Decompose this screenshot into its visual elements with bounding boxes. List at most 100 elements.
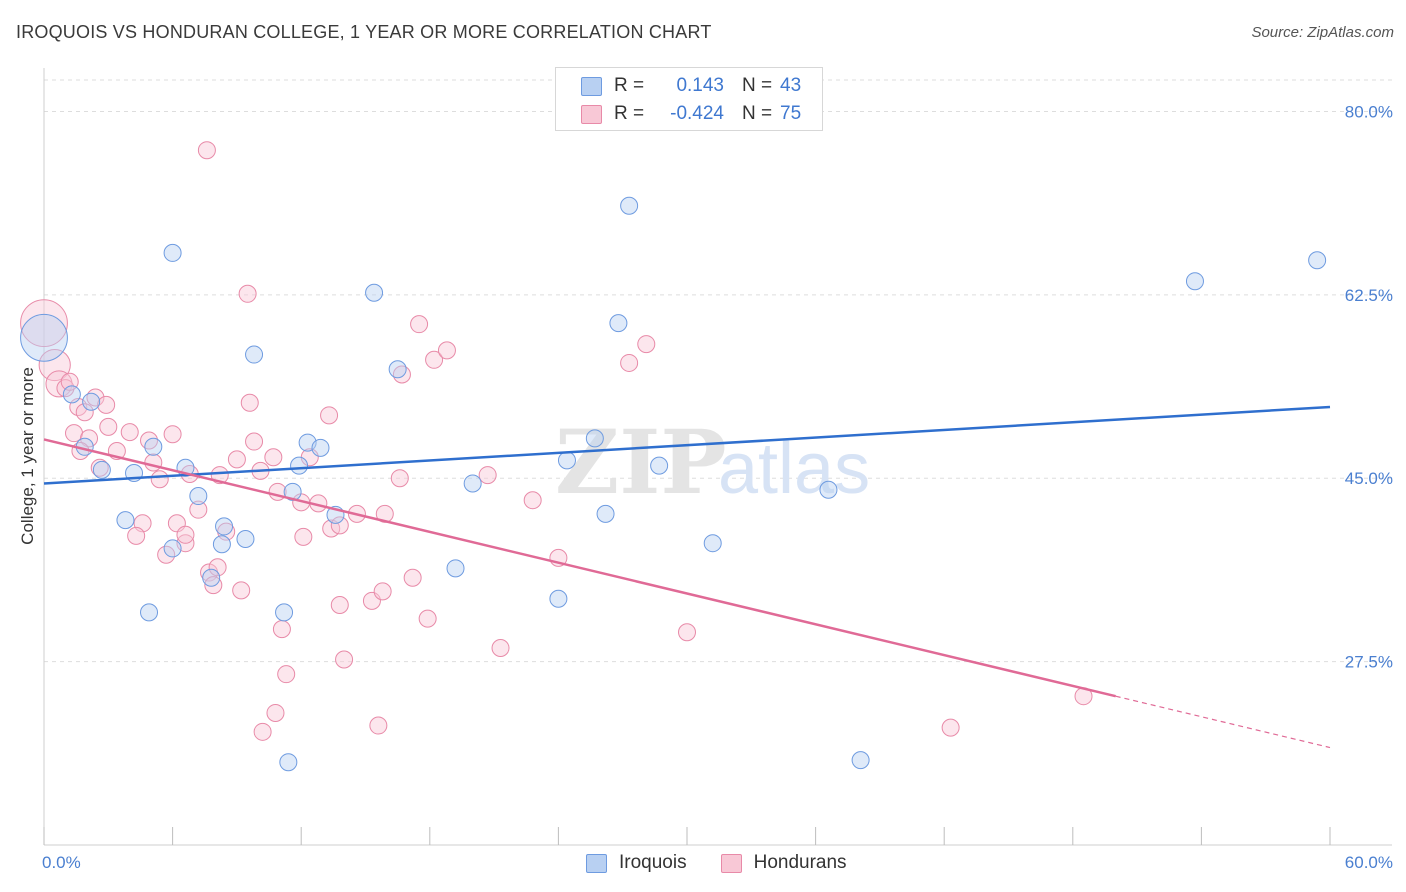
iroquois-point [585,429,604,448]
legend-row-iroquois: R = 0.143 N = 43 [556,74,801,98]
gridlines [44,79,1392,663]
honduran-point [99,417,118,436]
honduran-point [266,703,285,722]
iroquois-points [20,196,1327,772]
honduran-point [330,516,349,535]
iroquois-trend-line [43,405,1331,485]
honduran-point [45,370,73,398]
hondurans-swatch [581,104,602,124]
iroquois-point [365,283,384,302]
iroquois-point [446,559,465,578]
hondurans-legend-label: Hondurans [753,852,847,873]
honduran-point [144,453,163,472]
honduran-point [65,424,84,443]
trend-lines [43,405,1331,749]
iroquois-point [62,385,81,404]
honduran-point [373,582,392,601]
legend-item-iroquois[interactable]: Iroquois [586,852,687,874]
honduran-point [264,448,283,467]
honduran-point [120,423,139,442]
y-axis-title: College, 1 year or more [18,367,37,545]
honduran-point [491,638,510,657]
honduran-point [97,395,116,414]
x-tick-label: 0.0% [42,853,81,872]
iroquois-point [245,345,264,364]
iroquois-point [1308,251,1327,270]
honduran-point [410,315,429,334]
honduran-points [20,141,1093,741]
honduran-point [320,406,339,425]
y-tick-label: 62.5% [1345,286,1393,305]
iroquois-point [92,460,111,479]
honduran-point [277,665,296,684]
iroquois-point [311,438,330,457]
iroquois-point [82,392,101,411]
honduran-point [294,527,313,546]
iroquois-n-value: 43 [780,75,802,96]
hondurans-legend-swatch [720,853,742,873]
honduran-point [369,716,388,735]
iroquois-point [703,534,722,553]
iroquois-point [140,603,159,622]
iroquois-r-value: 0.143 [676,75,724,96]
iroquois-point [116,511,135,530]
honduran-point [227,450,246,469]
honduran-trend-extension [1115,695,1331,749]
iroquois-point [620,196,639,215]
honduran-point [941,718,960,737]
iroquois-point [202,568,221,587]
y-tick-label: 45.0% [1345,469,1393,488]
honduran-point [163,425,182,444]
zipatlas-watermark: ZIP atlas [555,410,870,514]
honduran-point [390,469,409,488]
honduran-point [330,596,349,615]
iroquois-point [144,437,163,456]
iroquois-point [215,517,234,536]
honduran-point [425,350,444,369]
n-label: N = [742,75,773,96]
honduran-point [478,466,497,485]
honduran-point [204,576,223,595]
honduran-point [418,609,437,628]
source-credit: Source: ZipAtlas.com [1251,24,1394,41]
iroquois-point [279,753,298,772]
honduran-point [620,353,639,372]
iroquois-point [650,456,669,475]
iroquois-point [557,451,576,470]
iroquois-point [236,530,255,548]
honduran-point [678,623,696,642]
stats-legend: R = 0.143 N = 43 R = -0.424 N = 75 [555,67,823,131]
iroquois-point [163,539,182,558]
iroquois-point [463,474,482,493]
iroquois-point [163,243,182,262]
iroquois-point [819,480,838,499]
honduran-trend-line [43,438,1116,698]
honduran-point [38,348,71,382]
r-label: R = [614,75,645,96]
series-legend: Iroquois Hondurans [586,852,881,874]
iroquois-legend-swatch [586,853,607,873]
honduran-point [272,620,291,639]
honduran-point [150,470,169,489]
iroquois-point [20,313,68,362]
legend-item-hondurans[interactable]: Hondurans [720,852,847,874]
iroquois-point [275,603,294,622]
y-tick-label: 80.0% [1345,102,1393,121]
iroquois-point [1185,272,1204,291]
honduran-point [335,650,354,669]
iroquois-point [549,589,568,608]
iroquois-point [609,314,628,333]
iroquois-swatch [581,76,602,96]
honduran-point [403,568,422,587]
tick-labels: 27.5% 45.0% 62.5% 80.0% 0.0% 60.0% [42,102,1393,872]
honduran-point [208,558,227,577]
honduran-point [197,141,216,160]
honduran-point [75,403,94,422]
iroquois-point [596,504,615,523]
honduran-point [90,458,109,477]
honduran-point [253,722,272,741]
iroquois-point [290,456,309,475]
hondurans-r-value: -0.424 [670,103,724,124]
legend-row-hondurans: R = -0.424 N = 75 [556,102,801,126]
